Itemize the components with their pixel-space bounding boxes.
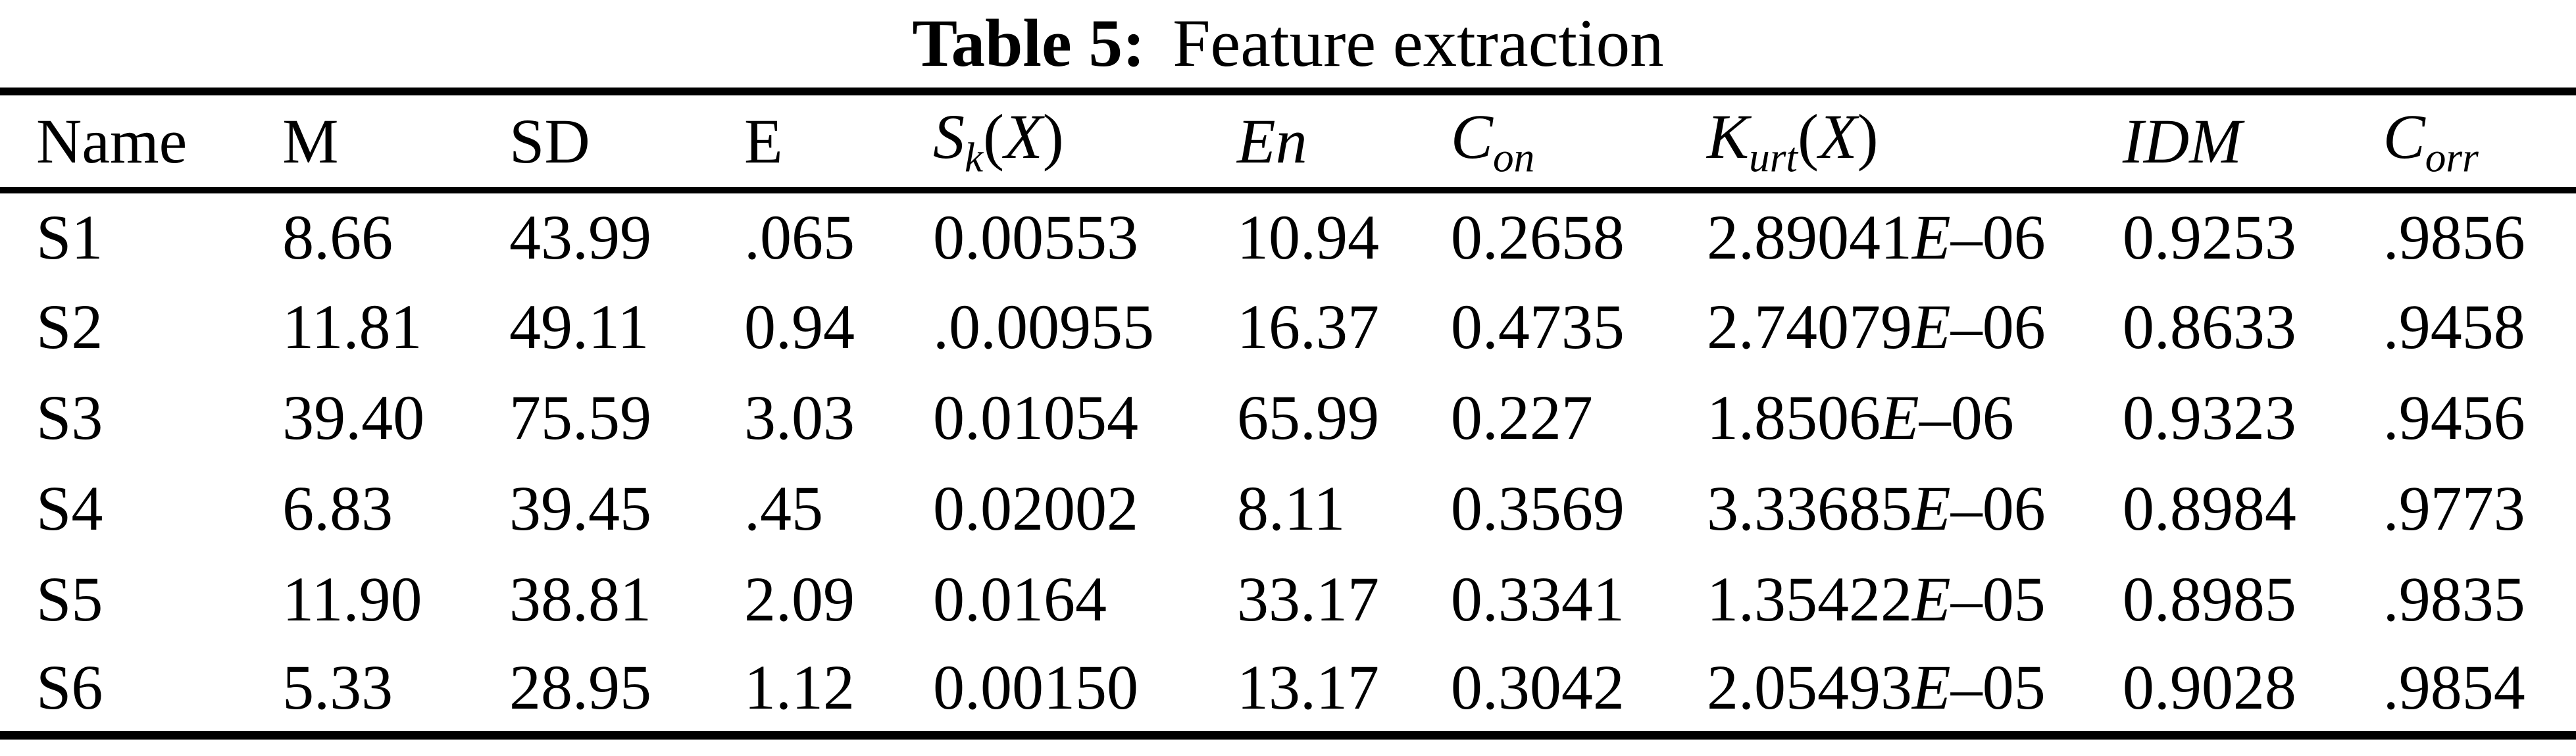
cell-name: S5 xyxy=(36,563,103,634)
cell-kurt: 2.89041E–06 xyxy=(1707,202,2046,272)
cell-idm: 0.9323 xyxy=(2122,382,2296,453)
cell-m: 5.33 xyxy=(282,652,393,723)
column-header-con: Con xyxy=(1450,101,1535,181)
column-header-sk: Sk(X) xyxy=(933,101,1064,181)
cell-sd: 28.95 xyxy=(509,652,651,723)
cell-en: 65.99 xyxy=(1236,382,1379,453)
table-caption-text: Feature extraction xyxy=(1173,6,1664,81)
cell-m: 11.81 xyxy=(282,291,422,362)
cell-corr: .9456 xyxy=(2383,382,2525,453)
table-caption-label: Table 5: xyxy=(912,6,1146,81)
column-header-corr: Corr xyxy=(2383,101,2479,181)
cell-con: 0.3569 xyxy=(1450,472,1625,543)
column-header-m: M xyxy=(282,106,339,176)
cell-en: 33.17 xyxy=(1236,563,1379,634)
cell-sk: 0.02002 xyxy=(933,472,1138,543)
cell-kurt: 3.33685E–06 xyxy=(1707,472,2046,543)
column-header-sd: SD xyxy=(509,106,590,176)
cell-corr: .9854 xyxy=(2383,652,2525,723)
table-row-s1: S1 8.66 43.99 .065 0.00553 10.94 0.2658 2.89041… xyxy=(0,190,2576,281)
cell-name: S3 xyxy=(36,382,103,453)
cell-name: S2 xyxy=(36,291,103,362)
cell-con: 0.4735 xyxy=(1450,291,1625,362)
column-header-name: Name xyxy=(36,106,188,176)
cell-name: S4 xyxy=(36,472,103,543)
cell-e: 3.03 xyxy=(744,382,855,453)
cell-en: 10.94 xyxy=(1236,202,1379,272)
feature-extraction-table: Name M SD E Sk(X) En Con Kurt(X) IDM Corr S1 8.66 4… xyxy=(0,88,2576,740)
cell-corr: .9856 xyxy=(2383,202,2525,272)
column-header-idm: IDM xyxy=(2122,106,2242,176)
cell-idm: 0.8985 xyxy=(2122,563,2296,634)
cell-name: S6 xyxy=(36,652,103,723)
cell-sd: 49.11 xyxy=(509,291,649,362)
cell-idm: 0.8633 xyxy=(2122,291,2296,362)
cell-m: 6.83 xyxy=(282,472,393,543)
header-row: Name M SD E Sk(X) En Con Kurt(X) IDM Corr xyxy=(0,91,2576,190)
table-row-s4: S4 6.83 39.45 .45 0.02002 8.11 0.3569 3.33685E–… xyxy=(0,463,2576,553)
column-header-kurt: Kurt(X) xyxy=(1707,101,1879,181)
cell-e: 0.94 xyxy=(744,291,855,362)
column-header-e: E xyxy=(744,106,783,176)
table-row-s6: S6 5.33 28.95 1.12 0.00150 13.17 0.3042 2.05493… xyxy=(0,644,2576,735)
cell-m: 39.40 xyxy=(282,382,425,453)
cell-sd: 43.99 xyxy=(509,202,651,272)
table-caption: Table 5: Feature extraction xyxy=(0,0,2576,88)
cell-en: 13.17 xyxy=(1236,652,1379,723)
cell-idm: 0.9028 xyxy=(2122,652,2296,723)
cell-sk: 0.0164 xyxy=(933,563,1107,634)
cell-sd: 75.59 xyxy=(509,382,651,453)
cell-con: 0.3042 xyxy=(1450,652,1625,723)
cell-m: 11.90 xyxy=(282,563,422,634)
cell-kurt: 1.8506E–06 xyxy=(1707,382,2014,453)
cell-con: 0.3341 xyxy=(1450,563,1625,634)
cell-sk: 0.00150 xyxy=(933,652,1138,723)
cell-con: 0.2658 xyxy=(1450,202,1625,272)
cell-en: 8.11 xyxy=(1236,472,1346,543)
cell-sk: 0.01054 xyxy=(933,382,1138,453)
cell-corr: .9458 xyxy=(2383,291,2525,362)
cell-corr: .9773 xyxy=(2383,472,2525,543)
table-row-s2: S2 11.81 49.11 0.94 .0.00955 16.37 0.4735 2.740… xyxy=(0,281,2576,372)
cell-corr: .9835 xyxy=(2383,563,2525,634)
column-header-en: En xyxy=(1236,106,1307,176)
cell-e: 2.09 xyxy=(744,563,855,634)
cell-e: 1.12 xyxy=(744,652,855,723)
cell-sk: 0.00553 xyxy=(933,202,1138,272)
cell-kurt: 2.74079E–06 xyxy=(1707,291,2046,362)
cell-e: .065 xyxy=(744,202,855,272)
cell-sk: .0.00955 xyxy=(933,291,1154,362)
cell-m: 8.66 xyxy=(282,202,393,272)
cell-name: S1 xyxy=(36,202,103,272)
cell-kurt: 2.05493E–05 xyxy=(1707,652,2046,723)
cell-sd: 38.81 xyxy=(509,563,651,634)
cell-sd: 39.45 xyxy=(509,472,651,543)
cell-idm: 0.8984 xyxy=(2122,472,2296,543)
cell-e: .45 xyxy=(744,472,824,543)
cell-idm: 0.9253 xyxy=(2122,202,2296,272)
table-row-s5: S5 11.90 38.81 2.09 0.0164 33.17 0.3341 1.35422… xyxy=(0,553,2576,644)
cell-con: 0.227 xyxy=(1450,382,1593,453)
table-row-s3: S3 39.40 75.59 3.03 0.01054 65.99 0.227 1.8506E… xyxy=(0,372,2576,463)
cell-en: 16.37 xyxy=(1236,291,1379,362)
cell-kurt: 1.35422E–05 xyxy=(1707,563,2046,634)
